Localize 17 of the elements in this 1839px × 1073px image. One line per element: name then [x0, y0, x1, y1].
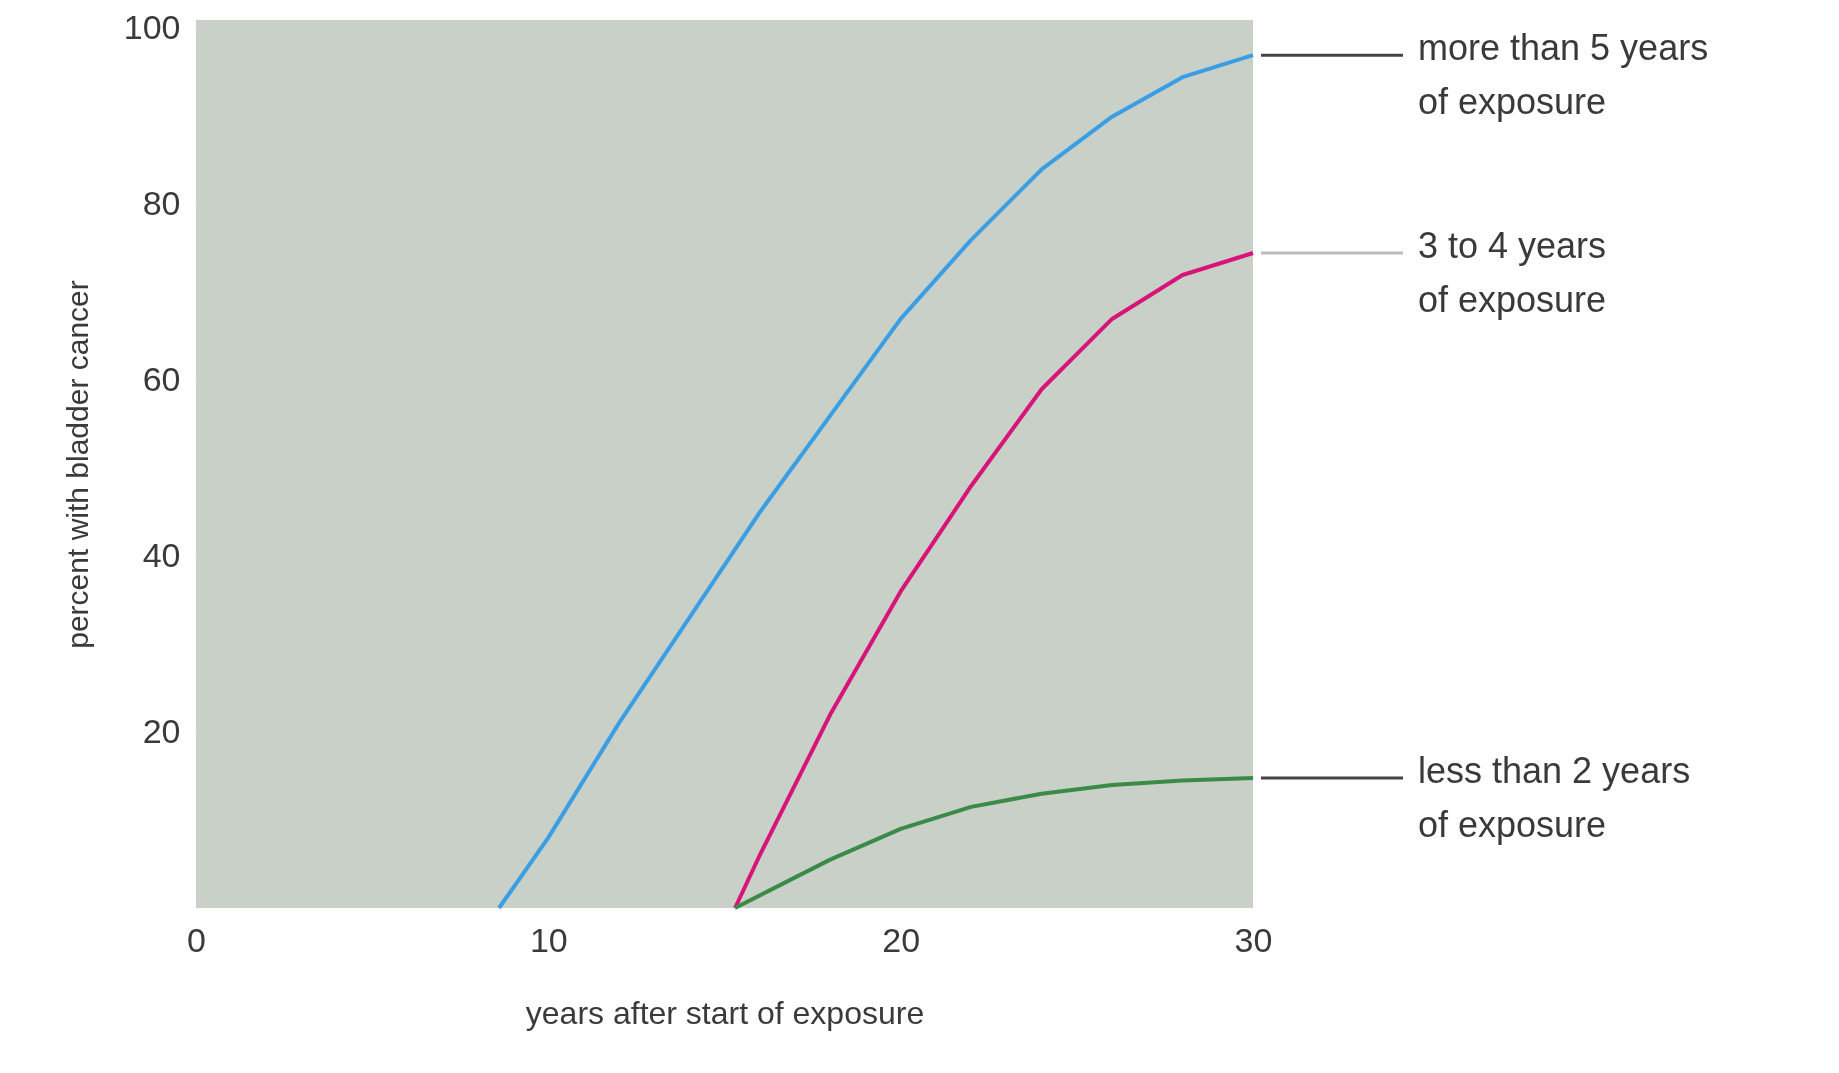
line-series [497, 53, 1255, 910]
y-tick-label: 80 [142, 184, 181, 223]
y-tick-label: 100 [123, 8, 181, 47]
x-axis-title: years after start of exposure [525, 994, 925, 1031]
y-tick-label: 40 [142, 535, 181, 574]
text: 3 to 4 years of exposure [1418, 224, 1607, 320]
x-tick-label: 0 [187, 920, 206, 959]
text: less than 2 years of exposure [1418, 749, 1691, 845]
y-axis-title: percent with bladder cancer [60, 280, 94, 649]
x-tick-label: 20 [882, 920, 921, 959]
y-tick-label: 20 [142, 711, 181, 750]
line-series [733, 250, 1255, 910]
x-tick-label: 10 [529, 920, 568, 959]
x-tick-label: 30 [1234, 920, 1273, 959]
line-series [733, 775, 1255, 910]
y-tick-label: 60 [142, 359, 181, 398]
text: more than 5 years of exposure [1418, 27, 1709, 123]
